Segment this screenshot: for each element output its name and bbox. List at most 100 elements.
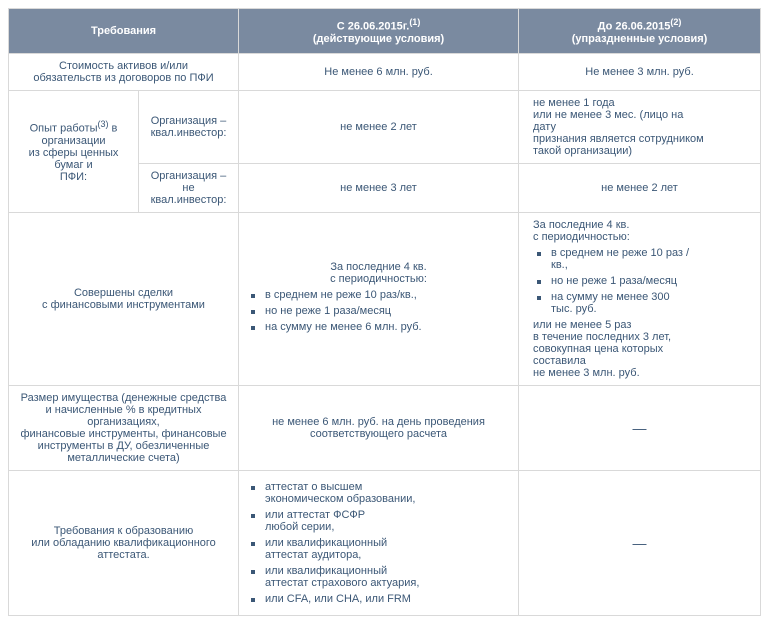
txt: инструменты в ДУ, обезличенные	[38, 440, 210, 452]
txt: соответствующего расчета	[310, 428, 447, 440]
txt: в среднем не реже 10 раз /	[551, 247, 689, 259]
txt: Совершены сделки	[74, 287, 173, 299]
txt: Организация –	[151, 115, 227, 127]
cell-deals-current: За последние 4 кв. с периодичностью: в с…	[239, 212, 519, 385]
header-old-l2: (упраздненные условия)	[572, 33, 708, 45]
cell-property-current: не менее 6 млн. руб. на день проведения …	[239, 385, 519, 470]
cell-exp-sub1-old: не менее 1 года или не менее 3 мес. (лиц…	[519, 90, 761, 163]
txt: или обладанию квалификационного аттестат…	[31, 537, 216, 561]
txt: с периодичностью:	[533, 231, 630, 243]
education-list: аттестат о высшем экономическом образова…	[247, 481, 510, 605]
txt: с периодичностью:	[330, 273, 427, 285]
txt: не	[182, 182, 194, 194]
txt: с финансовыми инструментами	[42, 299, 205, 311]
txt: квал.инвестор:	[151, 194, 227, 206]
txt: аттестат страхового актуария,	[265, 577, 419, 589]
txt: и начисленные % в кредитных организациях…	[46, 404, 202, 428]
txt: такой организации)	[533, 145, 632, 157]
txt: аттестат о высшем	[265, 481, 362, 493]
list-item: или аттестат ФСФР любой серии,	[265, 509, 510, 533]
list-item: но не реже 1 раза/месяц	[551, 275, 752, 287]
txt: Опыт работы	[30, 123, 98, 135]
list-item: но не реже 1 раза/месяц	[265, 305, 510, 317]
header-current: С 26.06.2015г.(1) (действующие условия)	[239, 9, 519, 54]
cell-exp-sub2-old: не менее 2 лет	[519, 163, 761, 212]
txt: металлические счета)	[67, 452, 179, 464]
txt: дату	[533, 121, 556, 133]
cell-assets-label: Стоимость активов и/или обязательств из …	[9, 53, 239, 90]
txt: в	[108, 123, 117, 135]
txt: обязательств из договоров по ПФИ	[33, 72, 213, 84]
list-item: в среднем не реже 10 раз / кв.,	[551, 247, 752, 271]
table-row: Опыт работы(3) в организации из сферы це…	[9, 90, 761, 163]
cell-exp-sub1-current: не менее 2 лет	[239, 90, 519, 163]
dash-icon: —	[633, 420, 647, 436]
header-requirements: Требования	[9, 9, 239, 54]
txt: Размер имущества (денежные средства	[21, 392, 227, 404]
list-item: или квалификационный аттестат аудитора,	[265, 537, 510, 561]
txt: Организация –	[151, 170, 227, 182]
cell-deals-old: За последние 4 кв. с периодичностью: в с…	[519, 212, 761, 385]
list-item: или квалификационный аттестат страхового…	[265, 565, 510, 589]
txt: или не менее 3 мес. (лицо на	[533, 109, 683, 121]
txt: не менее 6 млн. руб. на день проведения	[272, 416, 485, 428]
cell-exp-sub2-current: не менее 3 лет	[239, 163, 519, 212]
list-item: на сумму не менее 6 млн. руб.	[265, 321, 510, 333]
header-current-l2: (действующие условия)	[313, 33, 444, 45]
txt: организации	[41, 135, 105, 147]
cell-exp-sub2-label: Организация – не квал.инвестор:	[139, 163, 239, 212]
table-row: Совершены сделки с финансовыми инструмен…	[9, 212, 761, 385]
list-item: на сумму не менее 300 тыс. руб.	[551, 291, 752, 315]
txt: в течение последних 3 лет,	[533, 331, 671, 343]
header-current-sup: (1)	[409, 17, 420, 27]
txt: любой серии,	[265, 521, 334, 533]
txt: не менее 1 года	[533, 97, 615, 109]
txt: аттестат аудитора,	[265, 549, 361, 561]
cell-experience-label: Опыт работы(3) в организации из сферы це…	[9, 90, 139, 212]
deals-old-list: в среднем не реже 10 раз / кв., но не ре…	[533, 247, 752, 315]
txt: совокупная цена которых	[533, 343, 663, 355]
deals-current-list: в среднем не реже 10 раз/кв., но не реже…	[247, 289, 510, 333]
txt: ПФИ:	[60, 171, 87, 183]
txt: экономическом образовании,	[265, 493, 415, 505]
list-item: в среднем не реже 10 раз/кв.,	[265, 289, 510, 301]
txt: или не менее 5 раз	[533, 319, 631, 331]
txt: (3)	[97, 119, 108, 129]
txt: или квалификационный	[265, 537, 387, 549]
txt: Требования к образованию	[54, 525, 193, 537]
cell-property-label: Размер имущества (денежные средства и на…	[9, 385, 239, 470]
table-row: Размер имущества (денежные средства и на…	[9, 385, 761, 470]
txt: на сумму не менее 300	[551, 291, 670, 303]
list-item: или CFA, или CHA, или FRM	[265, 593, 510, 605]
table-row: Стоимость активов и/или обязательств из …	[9, 53, 761, 90]
txt: или квалификационный	[265, 565, 387, 577]
txt: Стоимость активов и/или	[59, 60, 188, 72]
header-old: До 26.06.2015(2) (упраздненные условия)	[519, 9, 761, 54]
txt: не менее 3 млн. руб.	[533, 367, 640, 379]
txt: признания является сотрудником	[533, 133, 704, 145]
txt: составила	[533, 355, 586, 367]
cell-assets-old: Не менее 3 млн. руб.	[519, 53, 761, 90]
header-old-l1: До 26.06.2015	[598, 21, 671, 33]
txt: финансовые инструменты, финансовые	[20, 428, 226, 440]
header-current-l1: С 26.06.2015г.	[337, 21, 410, 33]
cell-education-current: аттестат о высшем экономическом образова…	[239, 470, 519, 615]
list-item: аттестат о высшем экономическом образова…	[265, 481, 510, 505]
txt: из сферы ценных бумаг и	[29, 147, 119, 171]
txt: тыс. руб.	[551, 303, 597, 315]
dash-icon: —	[633, 535, 647, 551]
txt: или аттестат ФСФР	[265, 509, 365, 521]
txt: кв.,	[551, 259, 568, 271]
cell-deals-label: Совершены сделки с финансовыми инструмен…	[9, 212, 239, 385]
requirements-table: Требования С 26.06.2015г.(1) (действующи…	[8, 8, 761, 616]
cell-property-old: —	[519, 385, 761, 470]
txt: За последние 4 кв.	[533, 219, 629, 231]
cell-assets-current: Не менее 6 млн. руб.	[239, 53, 519, 90]
cell-education-label: Требования к образованию или обладанию к…	[9, 470, 239, 615]
table-row: Требования к образованию или обладанию к…	[9, 470, 761, 615]
txt: За последние 4 кв.	[330, 261, 426, 273]
txt: квал.инвестор:	[151, 127, 227, 139]
table-header-row: Требования С 26.06.2015г.(1) (действующи…	[9, 9, 761, 54]
cell-education-old: —	[519, 470, 761, 615]
cell-exp-sub1-label: Организация – квал.инвестор:	[139, 90, 239, 163]
